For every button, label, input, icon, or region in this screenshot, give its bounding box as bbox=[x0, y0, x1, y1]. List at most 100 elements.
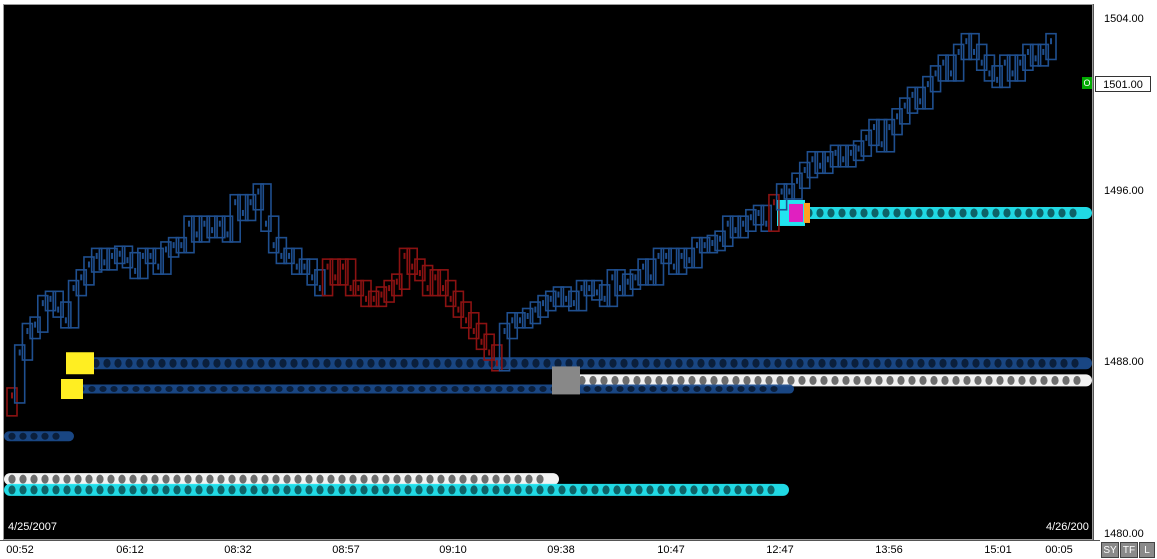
start-date-label: 4/25/2007 bbox=[8, 521, 57, 533]
level-dot bbox=[605, 386, 612, 392]
level-dot bbox=[481, 485, 488, 494]
level-dot bbox=[616, 386, 623, 392]
level-dot bbox=[492, 475, 499, 484]
last-price-label: 1501.00 bbox=[1095, 76, 1151, 92]
level-dot bbox=[1047, 208, 1054, 217]
x-tick-label: 12:47 bbox=[766, 544, 794, 556]
plot-area[interactable]: 4/25/2007 4/26/200 bbox=[3, 4, 1093, 540]
level-dot bbox=[374, 386, 381, 392]
price-bar bbox=[761, 205, 771, 231]
level-dot bbox=[693, 386, 700, 392]
level-dot bbox=[209, 386, 216, 392]
level-dot bbox=[697, 359, 704, 368]
price-bar bbox=[938, 55, 948, 81]
level-dot bbox=[1038, 359, 1045, 368]
level-dot bbox=[547, 485, 554, 494]
y-tick-label: 1488.00 bbox=[1104, 356, 1144, 368]
price-bar bbox=[192, 216, 202, 242]
level-dot bbox=[338, 475, 345, 484]
x-tick-label: 13:56 bbox=[875, 544, 903, 556]
price-bar bbox=[1015, 55, 1025, 81]
level-dot bbox=[323, 359, 330, 368]
level-dot bbox=[941, 376, 948, 385]
level-dot bbox=[611, 376, 618, 385]
level-dot bbox=[1040, 376, 1047, 385]
time-axis[interactable]: 00:52 06:12 08:32 08:57 09:10 09:38 10:4… bbox=[0, 540, 1100, 559]
level-dot bbox=[710, 376, 717, 385]
level-dot bbox=[994, 359, 1001, 368]
level-dot bbox=[341, 386, 348, 392]
level-dot bbox=[349, 485, 356, 494]
price-bar bbox=[823, 152, 833, 173]
level-dot bbox=[422, 359, 429, 368]
level-dot bbox=[297, 386, 304, 392]
price-bar bbox=[7, 388, 17, 416]
level-dot bbox=[283, 485, 290, 494]
level-dot bbox=[583, 386, 590, 392]
level-dot bbox=[829, 359, 836, 368]
price-bar bbox=[1031, 44, 1041, 65]
level-dot bbox=[928, 359, 935, 368]
l-button[interactable]: L bbox=[1139, 542, 1155, 558]
level-dot bbox=[140, 485, 147, 494]
level-dot bbox=[235, 359, 242, 368]
level-dot bbox=[268, 359, 275, 368]
price-bar bbox=[900, 98, 910, 124]
x-tick-label: 00:52 bbox=[6, 544, 34, 556]
level-dot bbox=[677, 376, 684, 385]
level-dot bbox=[770, 386, 777, 392]
level-dot bbox=[635, 485, 642, 494]
price-bar bbox=[330, 259, 340, 285]
level-dot bbox=[165, 386, 172, 392]
level-dot bbox=[886, 376, 893, 385]
level-dot bbox=[860, 208, 867, 217]
sy-button[interactable]: SY bbox=[1101, 542, 1119, 558]
level-dot bbox=[1005, 359, 1012, 368]
level-dot bbox=[827, 208, 834, 217]
level-dot bbox=[327, 475, 334, 484]
level-dot bbox=[224, 359, 231, 368]
level-dot bbox=[798, 376, 805, 385]
level-dot bbox=[525, 475, 532, 484]
level-dot bbox=[963, 376, 970, 385]
level-dot bbox=[919, 376, 926, 385]
price-bar bbox=[92, 248, 102, 272]
price-bar bbox=[253, 184, 263, 210]
level-dot bbox=[41, 475, 48, 484]
level-dot bbox=[250, 475, 257, 484]
x-tick-label: 06:12 bbox=[116, 544, 144, 556]
level-dot bbox=[521, 359, 528, 368]
price-bar bbox=[538, 296, 548, 317]
level-dot bbox=[576, 359, 583, 368]
level-dot bbox=[74, 485, 81, 494]
level-dot bbox=[864, 376, 871, 385]
x-tick-label: 15:01 bbox=[984, 544, 1012, 556]
level-dot bbox=[213, 359, 220, 368]
level-dot bbox=[908, 376, 915, 385]
price-bar bbox=[338, 259, 348, 285]
level-dot bbox=[1025, 208, 1032, 217]
level-dot bbox=[633, 376, 640, 385]
level-dot bbox=[754, 376, 761, 385]
level-dot bbox=[404, 475, 411, 484]
level-highlight bbox=[789, 204, 803, 222]
price-bar bbox=[292, 248, 302, 274]
level-dot bbox=[701, 485, 708, 494]
level-dot bbox=[239, 475, 246, 484]
level-dot bbox=[506, 386, 513, 392]
level-dot bbox=[820, 376, 827, 385]
level-dot bbox=[897, 376, 904, 385]
end-date-label: 4/26/200 bbox=[1046, 521, 1089, 533]
level-dot bbox=[169, 359, 176, 368]
level-dot bbox=[426, 485, 433, 494]
level-dot bbox=[110, 386, 117, 392]
level-dot bbox=[176, 386, 183, 392]
level-dot bbox=[525, 485, 532, 494]
level-dot bbox=[345, 359, 352, 368]
level-dot bbox=[1029, 376, 1036, 385]
level-dot bbox=[283, 475, 290, 484]
level-dot bbox=[600, 376, 607, 385]
price-bar bbox=[869, 120, 879, 146]
level-dot bbox=[184, 485, 191, 494]
tf-button[interactable]: TF bbox=[1120, 542, 1138, 558]
